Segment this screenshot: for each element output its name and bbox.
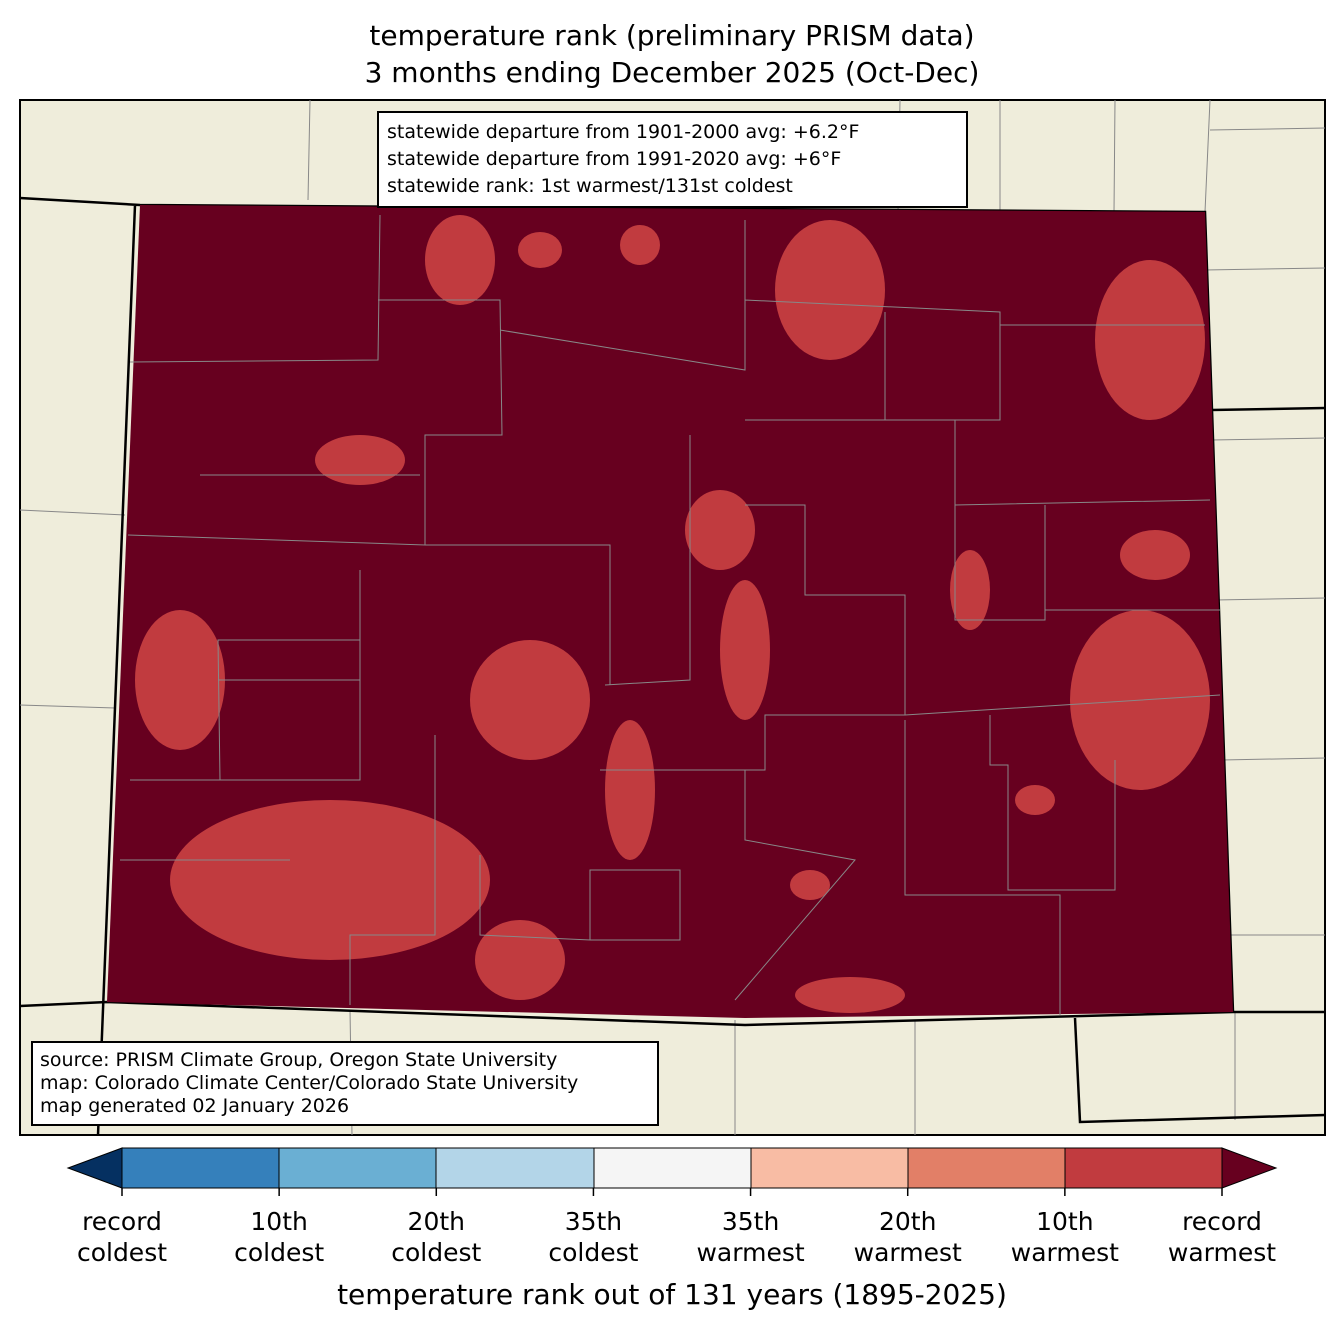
info-line: statewide rank: 1st warmest/131st coldes… — [387, 175, 793, 197]
colorbar-tick-label: coldest — [548, 1238, 638, 1267]
colorbar-tick-label: 20th — [408, 1207, 465, 1236]
colorbar-labels: recordcoldest10thcoldest20thcoldest35thc… — [77, 1188, 1276, 1267]
colorbar-tick-label: record — [1182, 1207, 1262, 1236]
source-box: source: PRISM Climate Group, Oregon Stat… — [31, 1041, 659, 1126]
title-line: 3 months ending December 2025 (Oct-Dec) — [365, 56, 980, 89]
colorado-map — [107, 205, 1233, 1018]
title: temperature rank (preliminary PRISM data… — [365, 19, 980, 89]
source-line: map generated 02 January 2026 — [40, 1095, 349, 1117]
colorbar-tick-label: record — [82, 1207, 162, 1236]
colorbar-label: temperature rank out of 131 years (1895-… — [337, 1278, 1007, 1311]
source-line: source: PRISM Climate Group, Oregon Stat… — [40, 1049, 557, 1071]
colorbar-tick-label: warmest — [696, 1238, 804, 1267]
colorbar-tick-label: 10th — [250, 1207, 307, 1236]
colorbar-tick-label: coldest — [77, 1238, 167, 1267]
source-line: map: Colorado Climate Center/Colorado St… — [40, 1072, 578, 1094]
info-box: statewide departure from 1901-2000 avg: … — [377, 111, 968, 208]
colorbar-tick-label: 20th — [879, 1207, 936, 1236]
colorbar-tick-label: warmest — [1168, 1238, 1276, 1267]
colorbar-tick-label: 10th — [1036, 1207, 1093, 1236]
colorbar — [66, 1147, 1278, 1189]
colorbar-tick-label: warmest — [854, 1238, 962, 1267]
colorbar-tick-label: coldest — [234, 1238, 324, 1267]
colorbar-tick-label: coldest — [391, 1238, 481, 1267]
colorbar-tick-label: 35th — [722, 1207, 779, 1236]
info-line: statewide departure from 1901-2000 avg: … — [387, 121, 859, 143]
info-line: statewide departure from 1991-2020 avg: … — [387, 148, 841, 170]
colorbar-tick-label: 35th — [565, 1207, 622, 1236]
colorbar-tick-label: warmest — [1011, 1238, 1119, 1267]
title-line: temperature rank (preliminary PRISM data… — [369, 19, 974, 52]
